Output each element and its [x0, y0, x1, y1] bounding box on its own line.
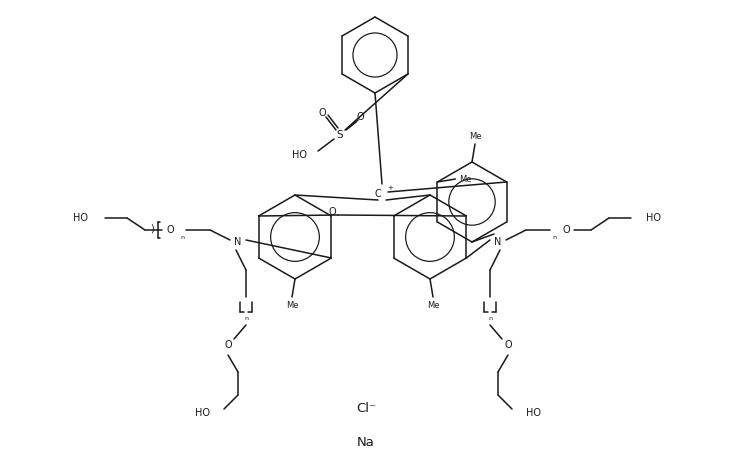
Text: +: + — [387, 185, 393, 191]
Text: Me: Me — [285, 301, 298, 310]
Text: O: O — [504, 340, 512, 350]
Text: n: n — [552, 235, 556, 239]
Text: HO: HO — [526, 408, 541, 418]
Text: Me: Me — [427, 301, 439, 310]
Text: O: O — [328, 207, 336, 217]
Text: HO: HO — [195, 408, 210, 418]
Text: HO: HO — [292, 150, 307, 160]
Text: C: C — [375, 189, 381, 199]
Text: n: n — [180, 235, 184, 239]
Text: O: O — [318, 108, 326, 118]
Text: O: O — [562, 225, 569, 235]
Text: Na: Na — [357, 436, 375, 448]
Text: Me: Me — [468, 131, 481, 140]
Text: O: O — [356, 112, 364, 122]
Text: O: O — [224, 340, 232, 350]
Text: n: n — [244, 317, 248, 321]
Text: HO: HO — [73, 213, 88, 223]
Text: ): ) — [150, 223, 154, 233]
Text: N: N — [494, 237, 501, 247]
Text: Cl⁻: Cl⁻ — [356, 402, 376, 416]
Text: O: O — [166, 225, 173, 235]
Text: S: S — [337, 130, 343, 140]
Text: n: n — [488, 317, 492, 321]
Text: Me: Me — [459, 174, 471, 183]
Text: N: N — [234, 237, 242, 247]
Text: HO: HO — [646, 213, 661, 223]
